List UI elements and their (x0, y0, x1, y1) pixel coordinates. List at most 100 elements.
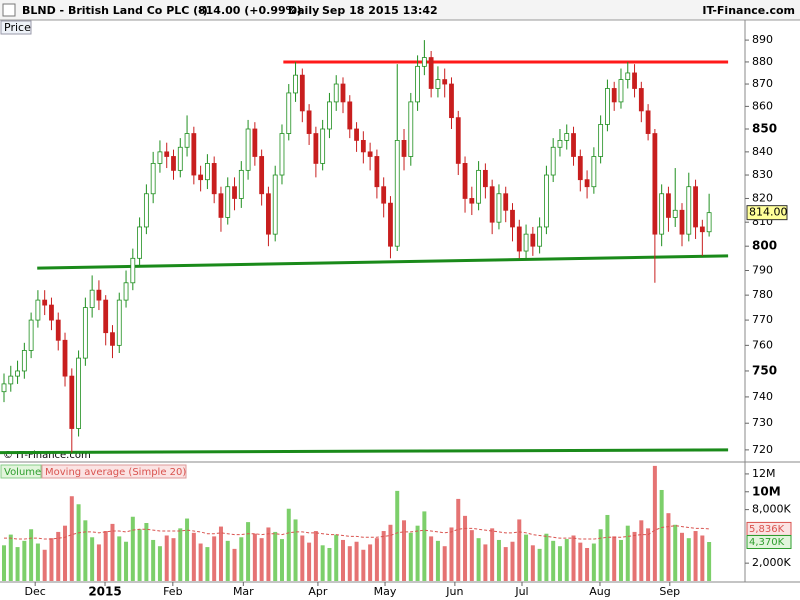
volume-bar (293, 519, 298, 581)
candle-body (103, 299, 109, 334)
volume-bar (537, 548, 542, 581)
volume-bar (449, 527, 454, 581)
candle-body (198, 174, 204, 181)
candle-body (544, 174, 549, 228)
y-tick-label: 760 (752, 338, 773, 351)
candle-body (191, 133, 197, 176)
volume-bar (368, 544, 373, 581)
volume-bar (191, 532, 196, 581)
candle-body (333, 83, 339, 103)
volume-bar (96, 544, 101, 581)
volume-bar (327, 547, 332, 581)
volume-bar (354, 541, 359, 581)
volume-bar (56, 531, 61, 581)
candle-body (510, 209, 515, 228)
volume-bar (591, 543, 596, 581)
candle-body (591, 156, 597, 188)
volume-bar (361, 549, 366, 581)
candle-body (313, 133, 319, 164)
last-price-box (746, 205, 788, 221)
volume-bar (225, 540, 230, 581)
candle-body (625, 72, 631, 80)
candle-body (401, 140, 407, 157)
volume-bar (578, 542, 583, 581)
volume-bar (286, 508, 291, 581)
y-tick-label: 770 (752, 313, 773, 326)
volume-bar (530, 545, 535, 581)
candle-body (238, 169, 244, 199)
volume-bar (564, 539, 569, 581)
volume-bar (585, 547, 590, 581)
volume-bar (164, 535, 169, 581)
volume-bar (456, 498, 461, 581)
volume-bar (381, 531, 386, 581)
candle-body (455, 117, 461, 164)
volume-bar (544, 533, 549, 581)
candle-body (415, 65, 420, 103)
y-tick-label: 720 (752, 443, 773, 456)
candle-body (476, 169, 482, 204)
candle-body (408, 101, 414, 157)
y-tick-label: 870 (752, 77, 773, 90)
volume-bar (700, 535, 705, 581)
volume-bar (483, 544, 488, 581)
volume-bar (232, 548, 237, 581)
x-tick-label: 2015 (88, 585, 121, 599)
candle-body (204, 163, 210, 181)
period: Daily (288, 4, 319, 17)
y-tick-label: 800 (752, 239, 777, 253)
candle-body (110, 332, 115, 346)
volume-bar (646, 528, 651, 581)
menu-icon[interactable] (2, 3, 16, 17)
volume-bar (246, 522, 251, 581)
volume-bar (524, 534, 529, 581)
candle-body (537, 226, 543, 247)
candle-body (293, 74, 298, 94)
candle-body (442, 79, 448, 85)
candle-body (686, 186, 692, 235)
volume-bar (442, 546, 447, 581)
volume-bar (42, 549, 47, 581)
x-tick-label: Feb (163, 585, 182, 598)
candle-body (137, 226, 143, 259)
last-value-box (746, 535, 792, 550)
candle-body (706, 212, 712, 233)
candle-body (218, 193, 224, 218)
volume-bar (551, 540, 556, 581)
volume-bar (496, 539, 501, 581)
x-tick-label: Aug (589, 585, 610, 598)
candle-body (557, 140, 563, 148)
trendline (0, 448, 729, 455)
candle-body (245, 128, 251, 171)
candle-body (679, 209, 685, 235)
candle-body (82, 307, 88, 359)
volume-bar (510, 541, 515, 581)
candle-body (638, 88, 644, 112)
volume-bar (707, 542, 712, 581)
panel-label: Price (4, 21, 31, 34)
candle-body (645, 110, 651, 134)
volume-bar (76, 504, 81, 581)
last-value: 5,836K (749, 524, 785, 535)
last-price: 814.00 (749, 206, 788, 219)
candle-body (598, 124, 604, 157)
last-value: 4,370K (749, 537, 785, 548)
volume-bar (198, 543, 203, 581)
x-tick-label: Dec (25, 585, 46, 598)
candle-body (516, 226, 522, 252)
volume-bar (469, 530, 474, 581)
candle-body (449, 83, 454, 119)
candle-body (272, 174, 278, 235)
volume-bar (625, 525, 630, 581)
volume-bar (517, 519, 522, 581)
volume-bar (279, 539, 284, 581)
volume-bar (415, 525, 420, 581)
y-tick-label: 8,000K (752, 503, 791, 516)
candle-body (571, 133, 576, 157)
candle-body (340, 83, 346, 103)
candle-body (76, 357, 81, 429)
x-tick-label: Jun (445, 585, 463, 598)
candle-body (367, 151, 373, 157)
x-tick-label: Sep (659, 585, 680, 598)
y-tick-label: 840 (752, 145, 773, 158)
